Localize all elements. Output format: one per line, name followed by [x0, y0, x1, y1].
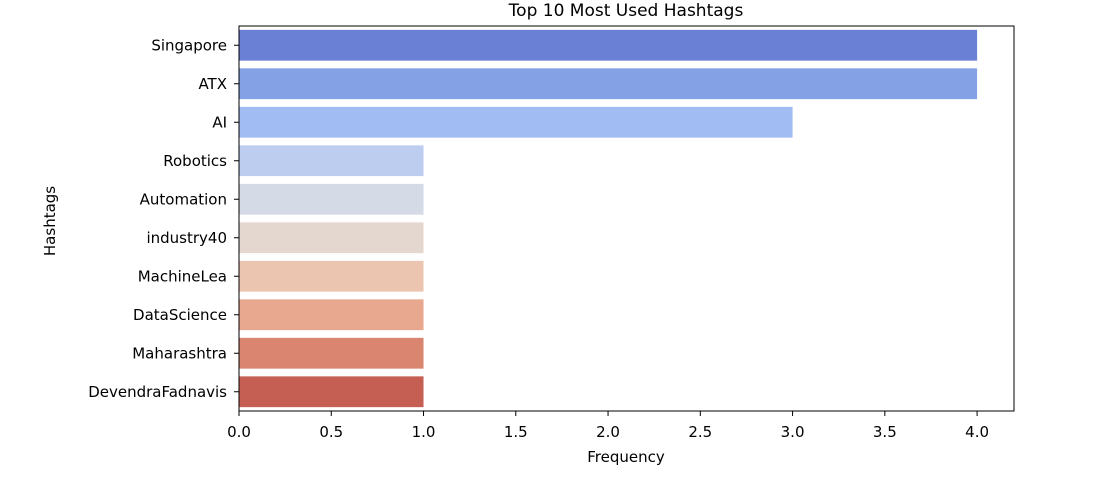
y-tick-label: MachineLea	[138, 267, 227, 285]
x-axis: 0.0 0.5 1.0 1.5 2.0 2.5 3.0 3.5 4.0	[227, 411, 989, 441]
bar-robotics	[239, 145, 424, 177]
bar-singapore	[239, 29, 978, 61]
y-axis: Singapore ATX AI Robotics Automation industry…	[88, 36, 239, 401]
y-tick-label: DataScience	[133, 306, 227, 324]
x-tick-label: 0.0	[227, 423, 251, 441]
bars-group	[239, 29, 978, 408]
y-tick-label: industry40	[146, 229, 227, 247]
y-tick-label: DevendraFadnavis	[88, 383, 227, 401]
x-tick-label: 3.0	[781, 423, 805, 441]
x-axis-title: Frequency	[587, 448, 665, 466]
x-tick-label: 0.5	[319, 423, 343, 441]
bar-datascience	[239, 299, 424, 331]
y-tick-label: Robotics	[163, 152, 227, 170]
y-tick-label: ATX	[198, 75, 227, 93]
y-axis-title: Hashtags	[41, 186, 59, 256]
x-tick-label: 1.0	[412, 423, 436, 441]
bar-ai	[239, 106, 793, 138]
bar-devendrafadnavis	[239, 376, 424, 408]
x-tick-label: 2.0	[596, 423, 620, 441]
chart-title: Top 10 Most Used Hashtags	[508, 1, 744, 21]
bar-machinelea	[239, 260, 424, 292]
bar-maharashtra	[239, 337, 424, 369]
x-tick-label: 3.5	[873, 423, 897, 441]
plot-frame	[238, 25, 1015, 412]
bar-industry40	[239, 222, 424, 254]
bar-automation	[239, 183, 424, 215]
y-tick-label: Maharashtra	[132, 344, 227, 362]
x-tick-label: 2.5	[688, 423, 712, 441]
y-tick-label: Singapore	[151, 36, 227, 54]
y-tick-label: AI	[212, 113, 227, 131]
y-tick-label: Automation	[140, 190, 227, 208]
x-tick-label: 1.5	[504, 423, 528, 441]
x-tick-label: 4.0	[965, 423, 989, 441]
bar-atx	[239, 68, 978, 100]
